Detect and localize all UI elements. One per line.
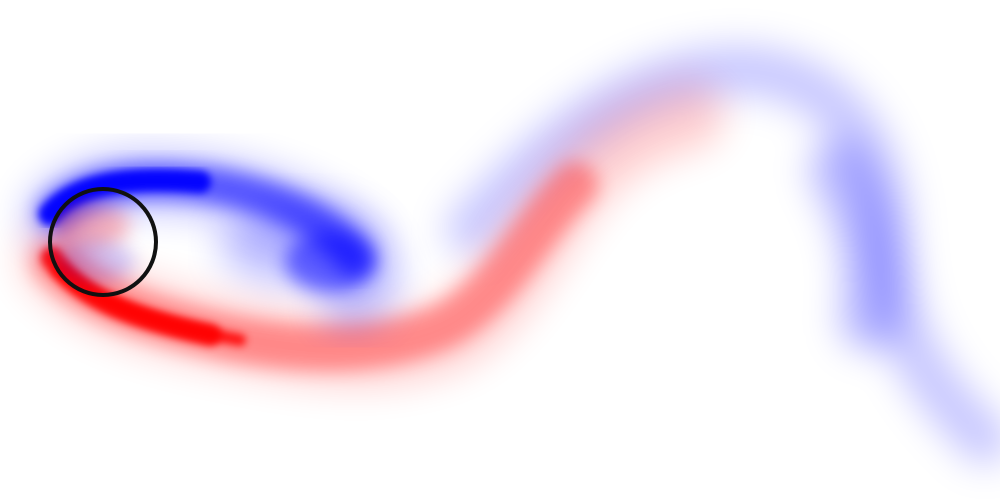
blue-wake-tail [446, 45, 1000, 464]
cylinder-obstacle [48, 187, 158, 297]
cylinder-inner-field [50, 203, 135, 284]
